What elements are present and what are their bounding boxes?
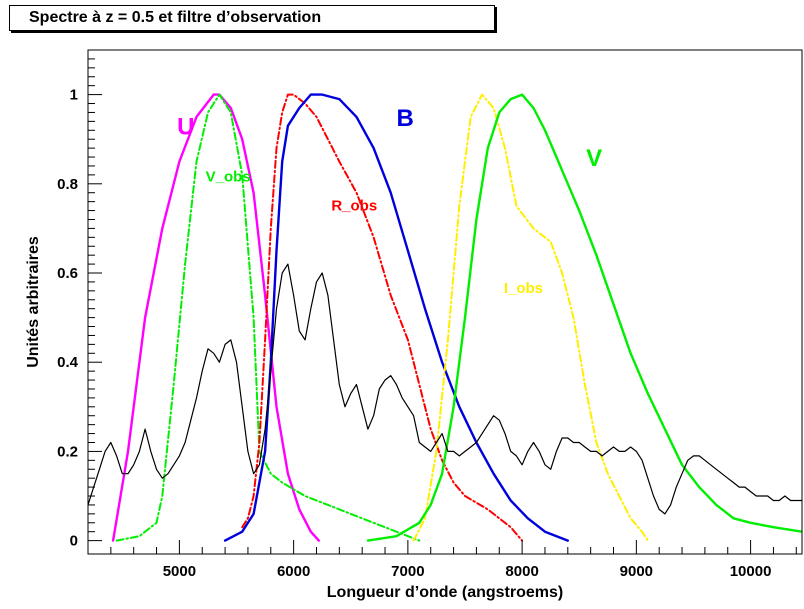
x-tick-label: 10000 — [730, 563, 772, 580]
y-tick-label: 1 — [70, 87, 78, 104]
series-label-b: B — [396, 105, 413, 132]
y-tick-label: 0.8 — [57, 176, 78, 193]
series-line-i-obs — [412, 93, 649, 542]
x-tick-label: 9000 — [620, 563, 653, 580]
x-tick-label: 7000 — [391, 563, 424, 580]
y-tick-label: 0.2 — [57, 443, 78, 460]
chart-series-group — [88, 93, 802, 542]
series-line-v — [366, 93, 802, 542]
series-line-spectrum — [88, 263, 802, 515]
series-label-u: U — [177, 114, 194, 141]
axes-group: 5000 6000 7000 8000 9000 10000 0 0.2 0.4 0.6 0.8 1 — [57, 58, 797, 580]
plot-frame — [87, 49, 803, 555]
y-tick-label: 0 — [70, 533, 78, 550]
series-label-r-obs: R_obs — [331, 198, 377, 215]
y-tick-label: 0.4 — [57, 354, 79, 371]
annotations-group: U B V V_obs R_obs I_obs — [177, 105, 602, 297]
x-tick-label: 8000 — [505, 563, 538, 580]
series-line-r-obs — [241, 93, 524, 542]
x-tick-label: 6000 — [277, 563, 310, 580]
series-label-v-obs: V_obs — [206, 169, 251, 186]
chart-title: Spectre à z = 0.5 et filtre d’observatio… — [9, 5, 495, 31]
series-line-v-obs — [115, 93, 421, 542]
x-tick-label: 5000 — [163, 563, 196, 580]
series-line-b — [223, 93, 569, 542]
y-tick-label: 0.6 — [57, 265, 78, 282]
series-label-i-obs: I_obs — [504, 280, 543, 297]
x-axis-title: Longueur d’onde (angstroems) — [327, 584, 563, 601]
series-label-v: V — [586, 145, 602, 172]
series-line-u — [111, 93, 320, 542]
y-axis-title: Unités arbitraires — [25, 236, 42, 368]
